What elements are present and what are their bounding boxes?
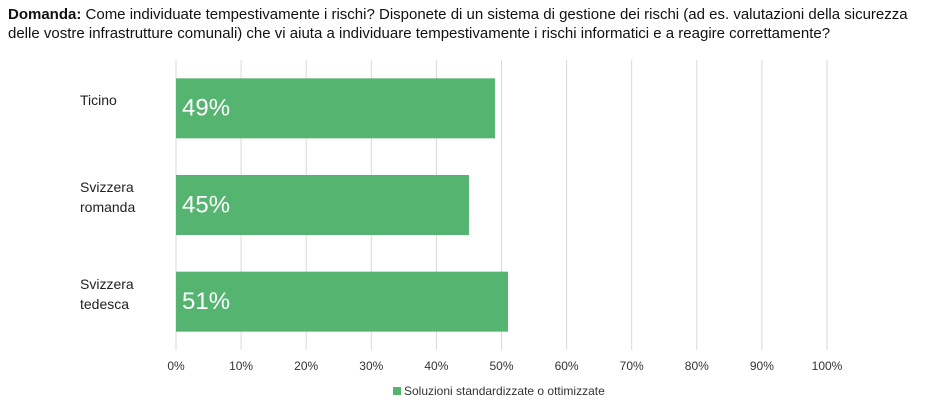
x-tick-label: 60%: [555, 359, 579, 373]
title-label: Domanda:: [8, 6, 82, 23]
value-label: 45%: [182, 191, 230, 218]
y-tick-label: Svizzera romanda: [80, 179, 136, 215]
bar: [176, 175, 469, 235]
x-tick-label: 20%: [294, 359, 318, 373]
value-label: 51%: [182, 288, 230, 315]
x-tick-label: 10%: [229, 359, 253, 373]
legend-label: Soluzioni standardizzate o ottimizzate: [404, 384, 605, 398]
legend-swatch: [393, 387, 401, 395]
x-tick-label: 80%: [685, 359, 709, 373]
bar: [176, 78, 495, 139]
x-tick-label: 90%: [750, 359, 774, 373]
value-label: 49%: [182, 95, 230, 122]
x-tick-label: 0%: [167, 359, 185, 373]
chart-title: Domanda: Come individuate tempestivament…: [8, 5, 928, 43]
x-tick-label: 30%: [359, 359, 383, 373]
y-tick-label: Svizzera tedesca: [80, 275, 134, 312]
x-tick-label: 70%: [620, 359, 644, 373]
x-tick-label: 100%: [812, 359, 843, 373]
title-text: Come individuate tempestivamente i risch…: [8, 6, 908, 42]
x-tick-label: 40%: [424, 359, 448, 373]
y-tick-label: Ticino: [80, 92, 117, 109]
x-tick-label: 50%: [489, 359, 513, 373]
bar: [176, 271, 509, 332]
